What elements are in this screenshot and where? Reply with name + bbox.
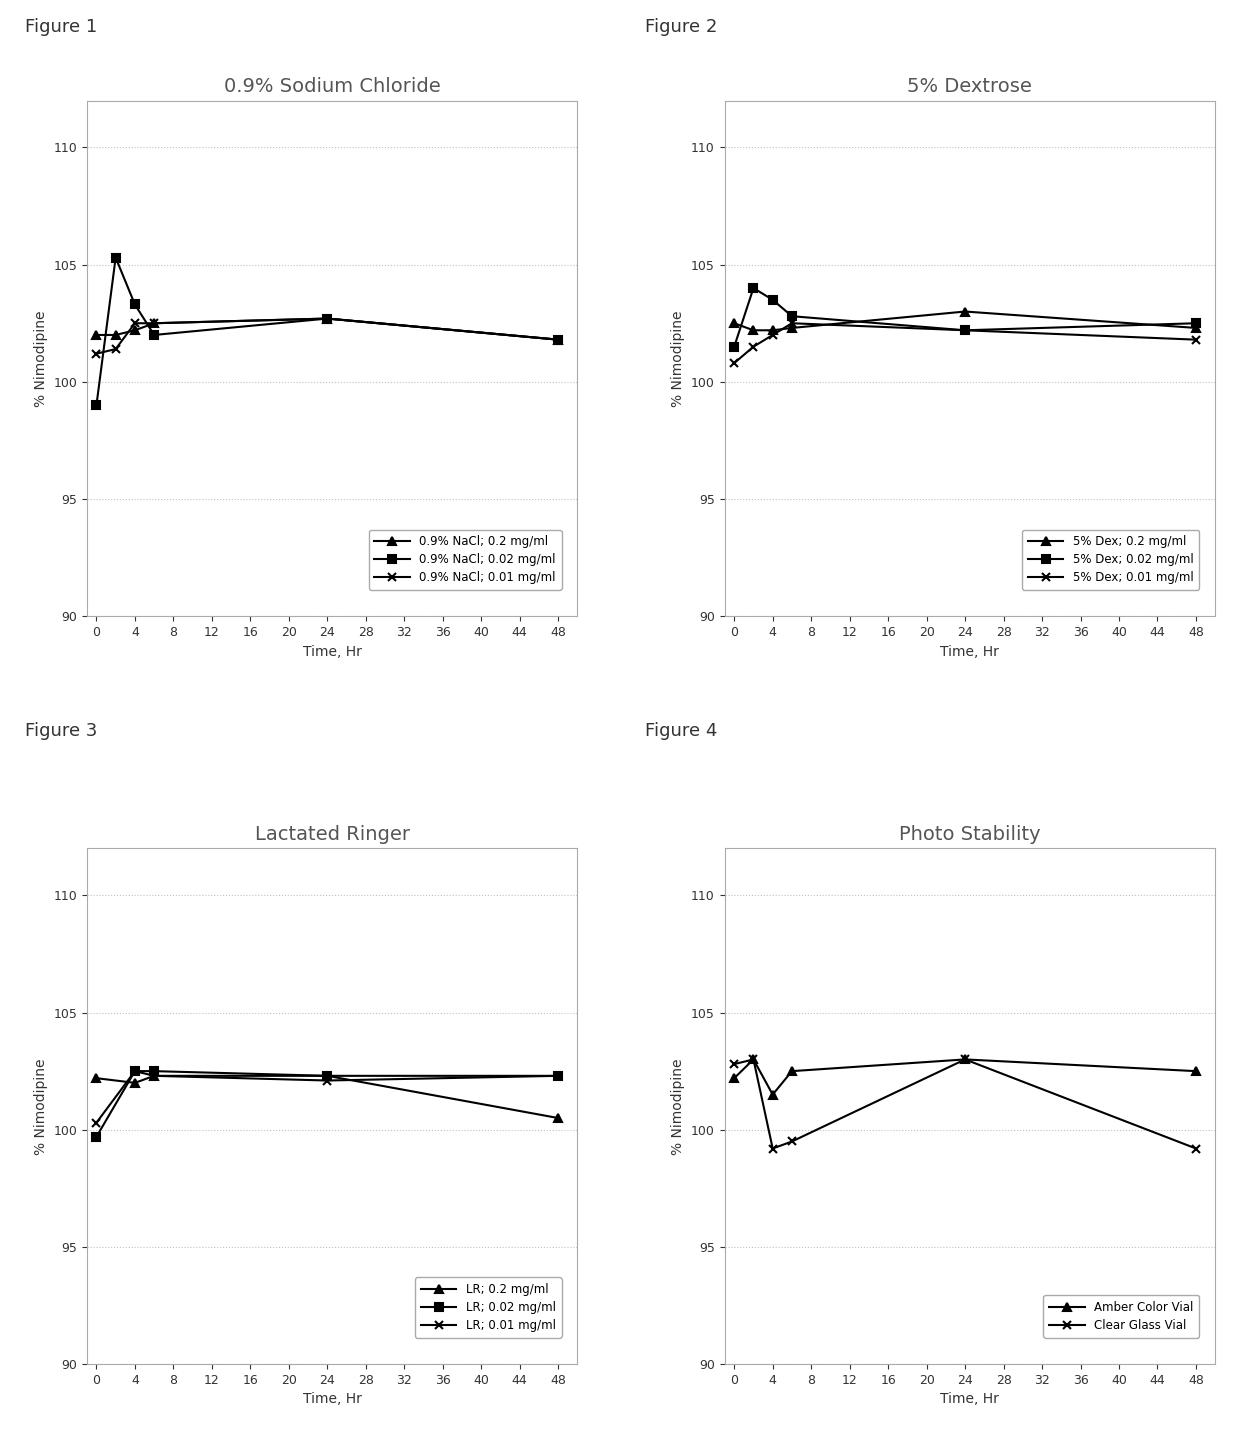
5% Dex; 0.02 mg/ml [746,280,761,297]
5% Dex; 0.01 mg/ml [746,337,761,355]
5% Dex; 0.2 mg/ml [746,322,761,339]
LR; 0.02 mg/ml [146,1063,161,1080]
0.9% NaCl; 0.01 mg/ml [320,310,335,327]
0.9% NaCl; 0.02 mg/ml [320,310,335,327]
Line: 5% Dex; 0.2 mg/ml: 5% Dex; 0.2 mg/ml [730,307,1200,335]
LR; 0.01 mg/ml [128,1063,143,1080]
Line: Amber Color Vial: Amber Color Vial [730,1055,1200,1099]
Amber Color Vial [957,1051,972,1068]
Title: Photo Stability: Photo Stability [899,826,1040,844]
5% Dex; 0.02 mg/ml [765,292,780,309]
LR; 0.2 mg/ml [146,1067,161,1084]
Y-axis label: % Nimodipine: % Nimodipine [671,310,686,406]
Text: Figure 4: Figure 4 [645,721,717,740]
Line: 5% Dex; 0.02 mg/ml: 5% Dex; 0.02 mg/ml [730,284,1200,350]
5% Dex; 0.02 mg/ml [727,337,742,355]
Amber Color Vial [727,1070,742,1087]
Clear Glass Vial [1188,1140,1203,1157]
0.9% NaCl; 0.02 mg/ml [108,248,123,266]
Y-axis label: % Nimodipine: % Nimodipine [33,310,47,406]
0.9% NaCl; 0.2 mg/ml [146,314,161,332]
X-axis label: Time, Hr: Time, Hr [303,1393,362,1406]
5% Dex; 0.2 mg/ml [957,303,972,320]
5% Dex; 0.01 mg/ml [957,322,972,339]
Clear Glass Vial [765,1140,780,1157]
Title: 0.9% Sodium Chloride: 0.9% Sodium Chloride [223,78,440,96]
0.9% NaCl; 0.02 mg/ml [551,332,565,349]
Legend: 0.9% NaCl; 0.2 mg/ml, 0.9% NaCl; 0.02 mg/ml, 0.9% NaCl; 0.01 mg/ml: 0.9% NaCl; 0.2 mg/ml, 0.9% NaCl; 0.02 mg… [368,530,562,590]
5% Dex; 0.01 mg/ml [765,326,780,343]
Clear Glass Vial [785,1133,800,1150]
Y-axis label: % Nimodipine: % Nimodipine [33,1058,47,1155]
LR; 0.02 mg/ml [128,1063,143,1080]
Amber Color Vial [1188,1063,1203,1080]
Title: 5% Dextrose: 5% Dextrose [908,78,1033,96]
Legend: 5% Dex; 0.2 mg/ml, 5% Dex; 0.02 mg/ml, 5% Dex; 0.01 mg/ml: 5% Dex; 0.2 mg/ml, 5% Dex; 0.02 mg/ml, 5… [1022,530,1199,590]
Amber Color Vial [785,1063,800,1080]
LR; 0.2 mg/ml [128,1074,143,1091]
5% Dex; 0.02 mg/ml [1188,314,1203,332]
LR; 0.01 mg/ml [551,1067,565,1084]
0.9% NaCl; 0.2 mg/ml [89,326,104,343]
LR; 0.02 mg/ml [551,1067,565,1084]
LR; 0.01 mg/ml [146,1067,161,1084]
Title: Lactated Ringer: Lactated Ringer [254,826,409,844]
LR; 0.2 mg/ml [551,1110,565,1127]
Line: Clear Glass Vial: Clear Glass Vial [730,1055,1200,1153]
0.9% NaCl; 0.02 mg/ml [146,326,161,343]
Line: 0.9% NaCl; 0.02 mg/ml: 0.9% NaCl; 0.02 mg/ml [92,253,562,409]
X-axis label: Time, Hr: Time, Hr [940,645,999,659]
LR; 0.2 mg/ml [320,1067,335,1084]
0.9% NaCl; 0.2 mg/ml [551,332,565,349]
LR; 0.2 mg/ml [89,1070,104,1087]
5% Dex; 0.2 mg/ml [765,322,780,339]
0.9% NaCl; 0.01 mg/ml [551,332,565,349]
5% Dex; 0.01 mg/ml [1188,332,1203,349]
Line: LR; 0.01 mg/ml: LR; 0.01 mg/ml [92,1067,562,1127]
LR; 0.01 mg/ml [320,1071,335,1088]
Amber Color Vial [746,1051,761,1068]
Line: 0.9% NaCl; 0.01 mg/ml: 0.9% NaCl; 0.01 mg/ml [92,314,562,358]
Legend: LR; 0.2 mg/ml, LR; 0.02 mg/ml, LR; 0.01 mg/ml: LR; 0.2 mg/ml, LR; 0.02 mg/ml, LR; 0.01 … [415,1278,562,1338]
5% Dex; 0.01 mg/ml [727,355,742,372]
LR; 0.02 mg/ml [320,1067,335,1084]
0.9% NaCl; 0.01 mg/ml [89,345,104,362]
Clear Glass Vial [727,1055,742,1073]
0.9% NaCl; 0.2 mg/ml [128,322,143,339]
0.9% NaCl; 0.01 mg/ml [108,340,123,358]
0.9% NaCl; 0.2 mg/ml [320,310,335,327]
Line: 0.9% NaCl; 0.2 mg/ml: 0.9% NaCl; 0.2 mg/ml [92,314,562,343]
Line: LR; 0.2 mg/ml: LR; 0.2 mg/ml [92,1071,562,1122]
5% Dex; 0.02 mg/ml [785,307,800,325]
0.9% NaCl; 0.02 mg/ml [128,296,143,313]
5% Dex; 0.2 mg/ml [1188,319,1203,336]
Text: Figure 1: Figure 1 [25,17,97,36]
0.9% NaCl; 0.2 mg/ml [108,326,123,343]
X-axis label: Time, Hr: Time, Hr [303,645,362,659]
Clear Glass Vial [746,1051,761,1068]
5% Dex; 0.02 mg/ml [957,322,972,339]
LR; 0.02 mg/ml [89,1129,104,1146]
Legend: Amber Color Vial, Clear Glass Vial: Amber Color Vial, Clear Glass Vial [1043,1295,1199,1338]
LR; 0.01 mg/ml [89,1114,104,1132]
5% Dex; 0.01 mg/ml [785,314,800,332]
5% Dex; 0.2 mg/ml [785,319,800,336]
0.9% NaCl; 0.01 mg/ml [146,314,161,332]
5% Dex; 0.2 mg/ml [727,314,742,332]
Text: Figure 2: Figure 2 [645,17,717,36]
0.9% NaCl; 0.01 mg/ml [128,314,143,332]
Text: Figure 3: Figure 3 [25,721,97,740]
X-axis label: Time, Hr: Time, Hr [940,1393,999,1406]
Line: 5% Dex; 0.01 mg/ml: 5% Dex; 0.01 mg/ml [730,319,1200,368]
Y-axis label: % Nimodipine: % Nimodipine [671,1058,686,1155]
Amber Color Vial [765,1086,780,1103]
0.9% NaCl; 0.02 mg/ml [89,396,104,414]
Line: LR; 0.02 mg/ml: LR; 0.02 mg/ml [92,1067,562,1142]
Clear Glass Vial [957,1051,972,1068]
